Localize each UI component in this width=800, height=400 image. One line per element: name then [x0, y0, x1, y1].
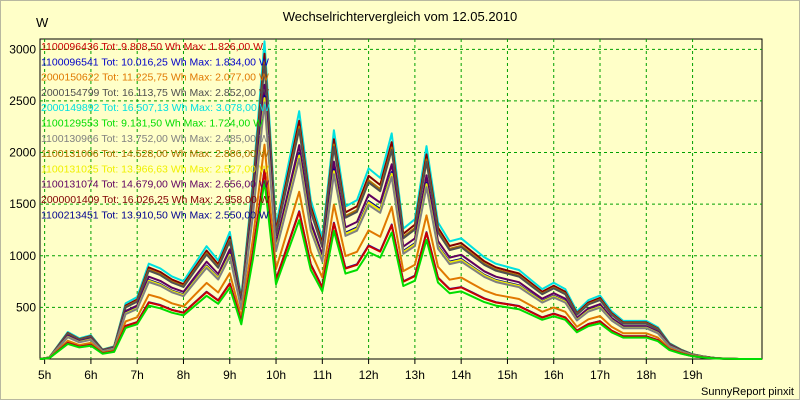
series-line-1100130966 — [39, 101, 762, 360]
y-tick-label: 2000 — [9, 146, 36, 160]
x-tick-label: 10h — [266, 368, 286, 382]
x-tick-label: 15h — [497, 368, 517, 382]
legend-entry-1100096541: 1100096541 Tot: 10.016,25 Wh Max: 1.834,… — [41, 56, 269, 68]
legend-entry-1100130966: 1100130966 Tot: 13.752,00 Wh Max: 2.485,… — [41, 133, 269, 145]
legend-entry-2000150622: 2000150622 Tot: 11.225,75 Wh Max: 2.077,… — [41, 72, 269, 84]
y-tick-label: 2500 — [9, 94, 36, 108]
legend-entry-2000154799: 2000154799 Tot: 16.113,75 Wh Max: 2.852,… — [41, 87, 269, 99]
y-tick-label: 1500 — [9, 197, 36, 211]
legend-entry-2000001409: 2000001409 Tot: 16.026,25 Wh Max: 2.958,… — [41, 194, 270, 206]
x-tick-label: 5h — [38, 368, 51, 382]
x-tick-label: 12h — [359, 368, 379, 382]
series-line-1100096436 — [39, 169, 762, 360]
legend-entry-1100131025: 1100131025 Tot: 13.966,63 Wh Max: 2.527,… — [41, 163, 269, 175]
legend-entry-1100096436: 1100096436 Tot: 9.808,50 Wh Max: 1.826,0… — [41, 41, 263, 53]
x-tick-label: 13h — [405, 368, 425, 382]
y-axis: 500 1000 1500 2000 2500 3000 — [9, 42, 36, 314]
y-axis-unit: W — [36, 15, 49, 30]
series-line-2000154799 — [39, 63, 762, 360]
y-tick-label: 3000 — [9, 42, 36, 56]
footer-credit: SunnyReport pinxit — [701, 386, 794, 398]
series-line-2000150622 — [39, 143, 762, 360]
x-tick-label: 9h — [223, 368, 236, 382]
chart-title: Wechselrichtervergleich vom 12.05.2010 — [282, 9, 518, 24]
legend-entry-1100131006: 1100131006 Tot: 14.528,00 Wh Max: 2.886,… — [41, 148, 269, 160]
x-tick-label: 6h — [84, 368, 97, 382]
x-tick-label: 7h — [131, 368, 144, 382]
y-tick-label: 500 — [16, 300, 36, 314]
x-tick-label: 19h — [683, 368, 703, 382]
legend-entry-1100131074: 1100131074 Tot: 14.679,00 Wh Max: 2.656,… — [41, 179, 269, 191]
legend-entry-1100129553: 1100129553 Tot: 9.131,50 Wh Max: 1.724,0… — [41, 118, 263, 130]
x-tick-label: 14h — [451, 368, 471, 382]
x-tick-label: 11h — [313, 368, 332, 382]
x-tick-label: 16h — [544, 368, 564, 382]
series-lines — [39, 40, 762, 360]
legend: 1100096436 Tot: 9.808,50 Wh Max: 1.826,0… — [41, 41, 270, 221]
legend-entry-2000149892: 2000149892 Tot: 16.507,13 Wh Max: 3.078,… — [41, 102, 270, 114]
x-axis: 5h 6h 7h 8h 9h 10h 11h 12h 13h 14h 15h 16h 17h 18h 19h — [38, 359, 703, 382]
x-tick-label: 8h — [177, 368, 190, 382]
x-tick-label: 18h — [636, 368, 656, 382]
y-tick-label: 1000 — [9, 249, 36, 263]
legend-entry-1100213451: 1100213451 Tot: 13.910,50 Wh Max: 2.550,… — [41, 209, 269, 221]
series-line-1100129553 — [39, 180, 762, 360]
x-tick-label: 17h — [590, 368, 610, 382]
